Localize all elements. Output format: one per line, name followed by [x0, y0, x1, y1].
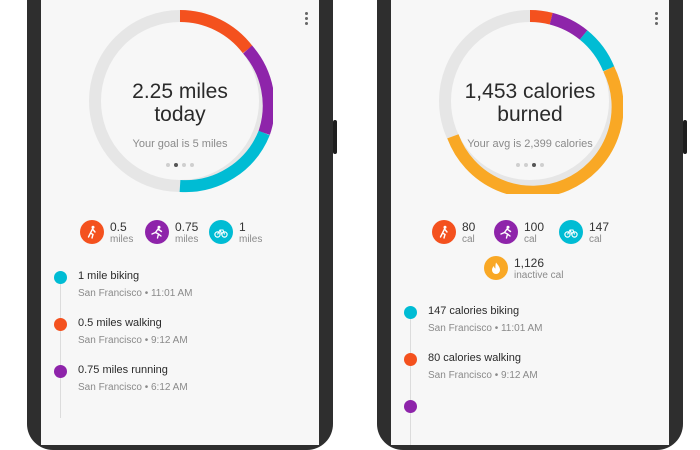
- page-dot-2[interactable]: [174, 163, 178, 167]
- stat-value: 147: [589, 220, 610, 234]
- stat-walking[interactable]: 80 cal: [432, 220, 475, 246]
- timeline-title: 0.5 miles walking: [78, 317, 162, 329]
- calories-ring: [439, 10, 623, 194]
- headline: 2.25 miles today: [87, 80, 273, 126]
- phone-side-button: [333, 120, 337, 154]
- page-dot-1[interactable]: [166, 163, 170, 167]
- stat-unit: cal: [524, 234, 537, 245]
- walking-dot-icon: [54, 318, 67, 331]
- page-dot-2[interactable]: [524, 163, 528, 167]
- stat-unit: inactive cal: [514, 270, 564, 281]
- timeline-line: [60, 278, 61, 418]
- stat-unit: cal: [589, 234, 602, 245]
- timeline-meta: San Francisco • 9:12 AM: [78, 335, 188, 346]
- biking-icon: [559, 220, 583, 244]
- ring-segment-running: [549, 12, 588, 40]
- calories-screen: 1,453 calories burned Your avg is 2,399 …: [391, 0, 669, 445]
- ring-segment-running: [242, 45, 273, 135]
- average-text: Your avg is 2,399 calories: [467, 138, 593, 150]
- ring-segment-biking: [579, 30, 615, 72]
- stat-inactive[interactable]: 1,126 inactive cal: [484, 256, 563, 282]
- page-dot-3[interactable]: [532, 163, 536, 167]
- headline-line-1: 1,453 calories: [464, 80, 596, 103]
- ring-segment-walking: [529, 10, 553, 25]
- timeline-item-biking[interactable]: 1 mile biking San Francisco • 11:01 AM: [41, 268, 319, 308]
- stat-value: 1,126: [514, 256, 545, 270]
- ring-segment-walking: [179, 10, 253, 54]
- timeline-title: 147 calories biking: [428, 305, 520, 317]
- stat-value: 0.75: [175, 220, 199, 234]
- stat-walking[interactable]: 0.5 miles: [80, 220, 133, 246]
- timeline-meta: San Francisco • 6:12 AM: [78, 382, 188, 393]
- stat-value: 1: [239, 220, 246, 234]
- walking-dot-icon: [404, 353, 417, 366]
- timeline-meta: San Francisco • 11:01 AM: [428, 323, 543, 334]
- stat-unit: miles: [110, 234, 134, 245]
- stat-value: 100: [524, 220, 545, 234]
- stat-running[interactable]: 0.75 miles: [145, 220, 198, 246]
- timeline-title: 1 mile biking: [78, 270, 140, 282]
- running-icon: [145, 220, 169, 244]
- timeline-meta: San Francisco • 9:12 AM: [428, 370, 538, 381]
- ring-segment-inactive: [447, 66, 623, 194]
- timeline-item-walking[interactable]: 0.5 miles walking San Francisco • 9:12 A…: [41, 315, 319, 355]
- timeline-item-walking[interactable]: 80 calories walking San Francisco • 9:12…: [391, 350, 669, 390]
- timeline-line: [410, 313, 411, 445]
- headline-line-1: 2.25 miles: [132, 80, 228, 103]
- timeline-title: 80 calories walking: [428, 352, 521, 364]
- distance-screen: 2.25 miles today Your goal is 5 miles 0.…: [41, 0, 319, 445]
- page-indicator: [437, 163, 623, 167]
- ring-segment-biking: [179, 130, 270, 193]
- phone-side-button: [683, 120, 687, 154]
- headline: 1,453 calories burned: [437, 80, 623, 126]
- timeline-title: 0.75 miles running: [78, 364, 168, 376]
- goal-text: Your goal is 5 miles: [132, 138, 228, 150]
- page-indicator: [87, 163, 273, 167]
- distance-ring: [89, 10, 273, 193]
- overflow-menu-icon[interactable]: [304, 12, 308, 25]
- phone-left: 2.25 miles today Your goal is 5 miles 0.…: [27, 0, 337, 450]
- stat-unit: miles: [239, 234, 263, 245]
- page-dot-4[interactable]: [540, 163, 544, 167]
- stat-unit: miles: [175, 234, 199, 245]
- flame-icon: [484, 256, 508, 280]
- biking-dot-icon: [404, 306, 417, 319]
- headline-line-2: burned: [497, 103, 563, 126]
- timeline-item-running[interactable]: 0.75 miles running San Francisco • 6:12 …: [41, 362, 319, 402]
- timeline-item-partial[interactable]: [391, 397, 669, 437]
- page-dot-4[interactable]: [190, 163, 194, 167]
- running-dot-icon: [404, 400, 417, 413]
- phone-right: 1,453 calories burned Your avg is 2,399 …: [377, 0, 687, 450]
- stat-running[interactable]: 100 cal: [494, 220, 544, 246]
- stat-value: 80: [462, 220, 476, 234]
- stat-biking[interactable]: 1 miles: [209, 220, 262, 246]
- page-dot-1[interactable]: [516, 163, 520, 167]
- stat-unit: cal: [462, 234, 475, 245]
- walking-icon: [432, 220, 456, 244]
- page-dot-3[interactable]: [182, 163, 186, 167]
- running-dot-icon: [54, 365, 67, 378]
- timeline-item-biking[interactable]: 147 calories biking San Francisco • 11:0…: [391, 303, 669, 343]
- biking-dot-icon: [54, 271, 67, 284]
- stat-biking[interactable]: 147 cal: [559, 220, 609, 246]
- timeline-meta: San Francisco • 11:01 AM: [78, 288, 193, 299]
- biking-icon: [209, 220, 233, 244]
- headline-line-2: today: [154, 103, 206, 126]
- walking-icon: [80, 220, 104, 244]
- overflow-menu-icon[interactable]: [654, 12, 658, 25]
- stat-value: 0.5: [110, 220, 127, 234]
- ring-summary: 2.25 miles today Your goal is 5 miles: [87, 8, 273, 194]
- running-icon: [494, 220, 518, 244]
- ring-summary: 1,453 calories burned Your avg is 2,399 …: [437, 8, 623, 194]
